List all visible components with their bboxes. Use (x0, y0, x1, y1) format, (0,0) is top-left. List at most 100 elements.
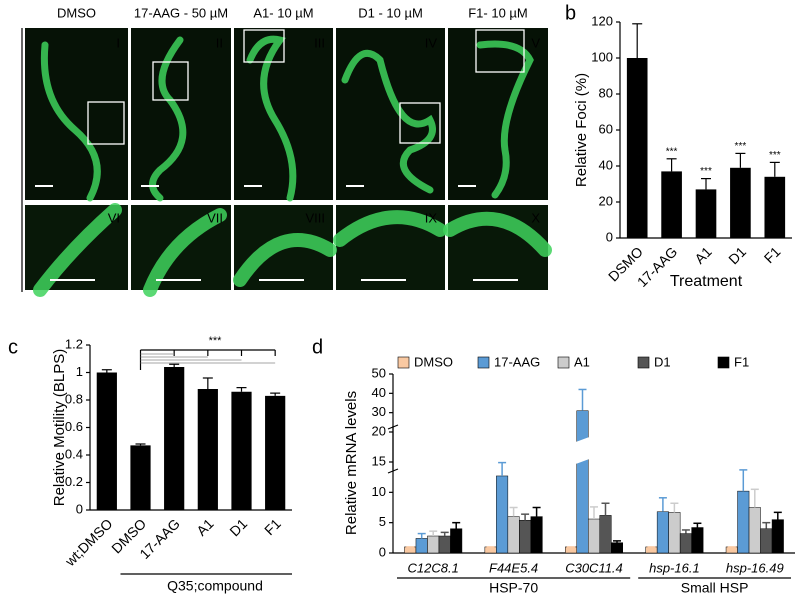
bar (565, 546, 577, 554)
column-label: A1- 10 µM (253, 5, 313, 20)
column-label: D1 - 10 µM (358, 5, 423, 20)
y-tick-label: 30 (372, 404, 386, 419)
y-tick-label: 40 (372, 385, 386, 400)
significance: *** (209, 335, 223, 347)
y-tick-label: 1.2 (65, 336, 83, 351)
bar (626, 58, 648, 238)
panel-numeral: X (531, 210, 540, 225)
bar (519, 519, 532, 554)
legend-label: 17-AAG (494, 354, 540, 369)
panel-numeral: V (531, 35, 540, 50)
y-tick-label: 0.8 (65, 391, 83, 406)
bar (484, 546, 497, 554)
panel-label: d (312, 336, 323, 358)
y-tick-label: 10 (372, 484, 386, 499)
inset-box (152, 61, 189, 101)
panel-numeral: II (216, 35, 223, 50)
y-tick-label: 120 (591, 13, 613, 28)
worm (443, 211, 552, 257)
worm (40, 41, 101, 202)
inset-box (87, 101, 125, 145)
x-tick-label: hsp-16.49 (726, 560, 784, 575)
y-tick-label: 50 (372, 365, 386, 380)
bar (661, 171, 682, 238)
y-tick-label: 20 (599, 193, 613, 208)
bar (691, 527, 704, 554)
y-tick-label: 20 (372, 423, 386, 438)
legend-swatch (397, 356, 410, 369)
bar (130, 445, 151, 510)
column-label: 17-AAG - 50 µM (134, 5, 228, 20)
y-axis-title: Relative Foci (%) (573, 73, 590, 187)
bar (588, 518, 600, 554)
panel-numeral: VII (207, 210, 223, 225)
column-label: DMSO (57, 5, 96, 20)
legend-swatch (637, 356, 650, 369)
legend-swatch (557, 356, 570, 369)
x-tick-label: F1 (761, 243, 784, 266)
bar (645, 546, 658, 554)
bar (164, 367, 185, 510)
x-tick-label: wt;DMSO (61, 515, 115, 569)
legend-swatch (477, 356, 490, 369)
bar (760, 528, 773, 554)
panel-numeral: III (314, 35, 325, 50)
legend-swatch (717, 356, 730, 369)
bar (450, 528, 463, 554)
bar (656, 511, 669, 554)
significance: *** (769, 150, 781, 161)
bar (427, 535, 440, 554)
column-label: F1- 10 µM (468, 5, 528, 20)
y-tick-label: 100 (591, 49, 613, 64)
inset-box (399, 102, 441, 144)
micrographs: a Q35::YFP (3, 5, 552, 297)
legend-label: DMSO (414, 354, 453, 369)
x-tick-label: hsp-16.1 (649, 560, 700, 575)
bar (748, 507, 761, 554)
x-tick-label: C12C8.1 (408, 560, 459, 575)
x-tick-label: C30C11.4 (565, 560, 623, 575)
worm (33, 203, 122, 297)
y-tick-label: 0 (76, 501, 83, 516)
bar (507, 516, 520, 554)
bar (725, 546, 738, 554)
bar (404, 546, 417, 554)
x-tick-label: A1 (193, 515, 217, 539)
y-axis-title: Relative mRNA levels (343, 391, 360, 535)
x-tick-label: F44E5.4 (489, 560, 538, 575)
row-label: Q35::YFP (3, 129, 19, 190)
worm (476, 40, 534, 199)
inset-box (243, 29, 285, 63)
panel-numeral: VI (108, 210, 120, 225)
bar (265, 395, 286, 510)
panel-numeral: IX (425, 210, 438, 225)
worm (233, 233, 337, 287)
panel-label: c (8, 336, 18, 358)
x-tick-label: A1 (691, 243, 715, 267)
group-label: Q35;compound (167, 578, 263, 594)
y-tick-label: 0 (606, 229, 613, 244)
panel-numeral: VIII (305, 210, 325, 225)
image (448, 28, 548, 200)
panel-label: a (8, 5, 16, 21)
bar (668, 512, 681, 554)
x-axis-title: Treatment (670, 273, 743, 290)
bar (737, 490, 750, 554)
significance: *** (700, 166, 712, 177)
bar-break (575, 437, 590, 464)
image (336, 28, 445, 200)
y-tick-label: 0 (379, 544, 386, 559)
panel-numeral: IV (425, 35, 438, 50)
bar (496, 475, 509, 554)
y-tick-label: 1 (76, 364, 83, 379)
significance: *** (735, 141, 747, 152)
bar (438, 535, 451, 554)
bar (576, 410, 589, 554)
bar (231, 391, 252, 510)
legend-label: F1 (734, 354, 749, 369)
y-axis-title: Relative Motility (BLPS) (51, 349, 68, 507)
bar (679, 533, 692, 554)
y-tick-label: 80 (599, 85, 613, 100)
image (25, 28, 128, 200)
